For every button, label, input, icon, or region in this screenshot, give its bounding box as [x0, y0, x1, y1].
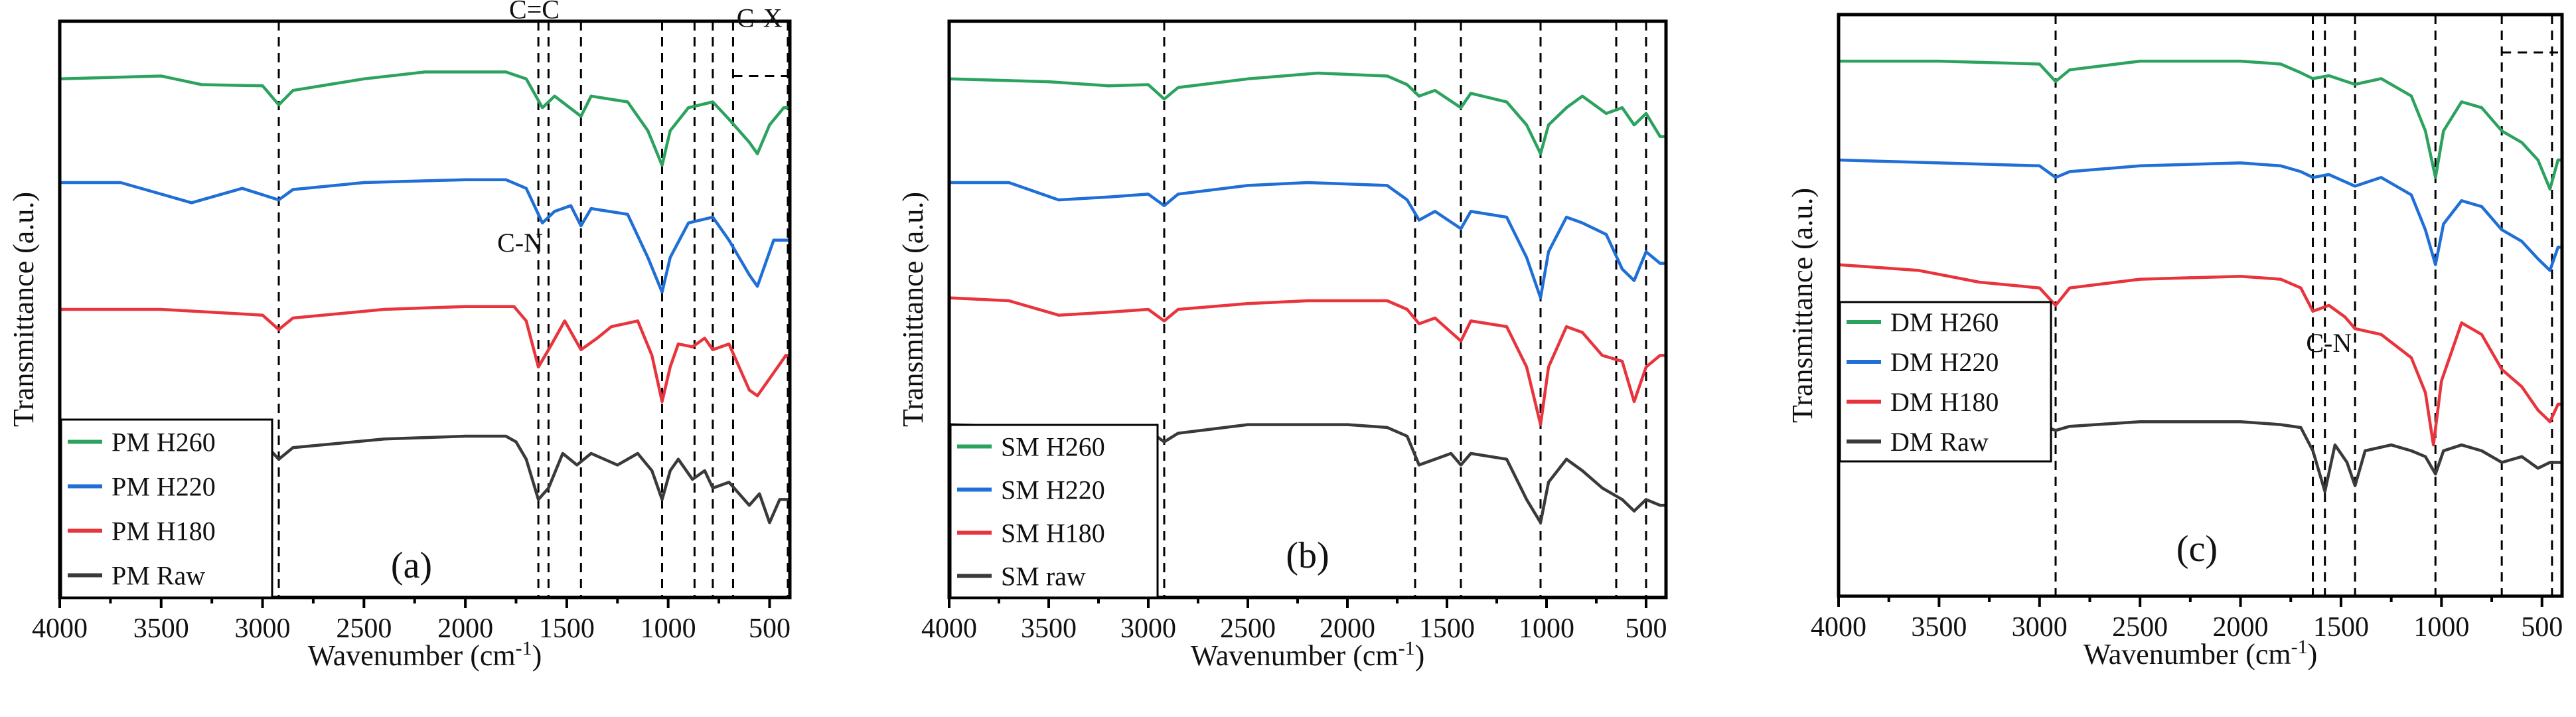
series-line-dm-h180: [1838, 263, 2562, 447]
legend-label: SM H260: [1001, 432, 1105, 462]
x-axis-label: Wavenumber (cm-1): [308, 637, 542, 672]
panel-c: 4000 3500 3000 2500 2000 1500 1000 500 Wavenumbe…: [1786, 13, 2564, 671]
series-line-sm-h260: [948, 71, 1666, 155]
x-tick-label: 1000: [1519, 613, 1574, 644]
series-line-sm-h180: [948, 296, 1666, 426]
legend-box: [1839, 301, 2052, 463]
series-line-sm-raw: [948, 423, 1666, 524]
x-tick-label: 3500: [1021, 613, 1077, 644]
band-annotation: C-N: [2306, 328, 2352, 358]
y-axis-label: Transmittance (a.u.): [1786, 188, 1819, 423]
legend-box: [949, 424, 1159, 599]
series-line-sm-h220: [949, 181, 1666, 299]
x-axis-label: Wavenumber (cm-1): [2084, 636, 2318, 671]
legend-label: SM raw: [1001, 562, 1086, 592]
y-axis-label: Transmittance (a.u.): [7, 192, 40, 427]
x-tick-label: 1500: [1419, 613, 1475, 644]
x-tick-label: 3000: [1120, 613, 1176, 644]
series-line-pm-h260: [59, 70, 790, 167]
band-annotation: C-X: [1608, 0, 1653, 4]
band-annotation: C-X: [737, 3, 783, 33]
panel-b: 4000 3500 3000 2500 2000 1500 1000 500 Wavenumbe…: [897, 0, 1668, 672]
x-tick-label: 4000: [921, 613, 977, 644]
x-tick-label: 2000: [1320, 613, 1375, 644]
legend-label: SM H180: [1001, 518, 1105, 548]
panel-label: (a): [391, 545, 432, 586]
x-tick-label: 500: [749, 613, 791, 644]
y-axis-label: Transmittance (a.u.): [897, 192, 929, 427]
legend-label: PM H180: [112, 517, 216, 546]
band-annotation: C-N: [497, 228, 543, 258]
legend-label: DM H260: [1890, 307, 1999, 337]
x-tick-label: 3500: [133, 613, 189, 644]
panel-a: 4000 3500 3000 2500 2000 1500 1000 500 Wavenumbe…: [7, 0, 792, 672]
legend-label: PM Raw: [112, 561, 205, 591]
x-tick-label: 1000: [2413, 612, 2469, 643]
x-axis-label: Wavenumber (cm-1): [1191, 637, 1425, 672]
x-tick-label: 1500: [539, 613, 595, 644]
x-tick-label: 3500: [1911, 612, 1967, 643]
series-line-pm-h180: [60, 305, 790, 404]
x-tick-label: 3000: [235, 613, 291, 644]
series-line-dm-h220: [1838, 158, 2562, 272]
series-line-dm-raw: [1839, 420, 2562, 493]
panel-label: (b): [1286, 535, 1329, 576]
band-annotation: C-O: [1516, 0, 1562, 4]
legend-label: DM Raw: [1890, 427, 1989, 457]
legend-label: PM H260: [112, 428, 216, 457]
x-tick-label: 2500: [2112, 612, 2168, 643]
x-tick-label: 1500: [2313, 612, 2369, 643]
legend-label: PM H220: [112, 472, 216, 502]
x-tick-label: 2500: [1220, 613, 1276, 644]
series-line-pm-raw: [60, 434, 790, 524]
legend-box: [60, 418, 273, 599]
axes-frame: [58, 19, 792, 599]
x-tick-label: 2000: [2213, 612, 2269, 643]
x-tick-label: 2500: [336, 613, 392, 644]
panel-label: (c): [2176, 528, 2218, 570]
x-tick-label: 500: [2521, 612, 2563, 643]
band-annotation: C=C: [509, 0, 560, 25]
x-tick-label: 2000: [437, 613, 493, 644]
legend-label: DM H180: [1890, 387, 1999, 417]
x-tick-label: 4000: [1811, 612, 1866, 643]
series-line-pm-h220: [60, 178, 790, 294]
legend-label: DM H220: [1890, 347, 1999, 377]
x-tick-label: 3000: [2012, 612, 2068, 643]
axes-frame: [947, 19, 1668, 599]
x-tick-label: 500: [1626, 613, 1667, 644]
legend-label: SM H220: [1001, 475, 1105, 505]
series-line-dm-h260: [1839, 59, 2562, 191]
axes-frame: [1837, 13, 2564, 598]
x-tick-label: 4000: [32, 613, 88, 644]
x-tick-label: 1000: [641, 613, 696, 644]
band-annotation: C-H: [1148, 0, 1193, 4]
